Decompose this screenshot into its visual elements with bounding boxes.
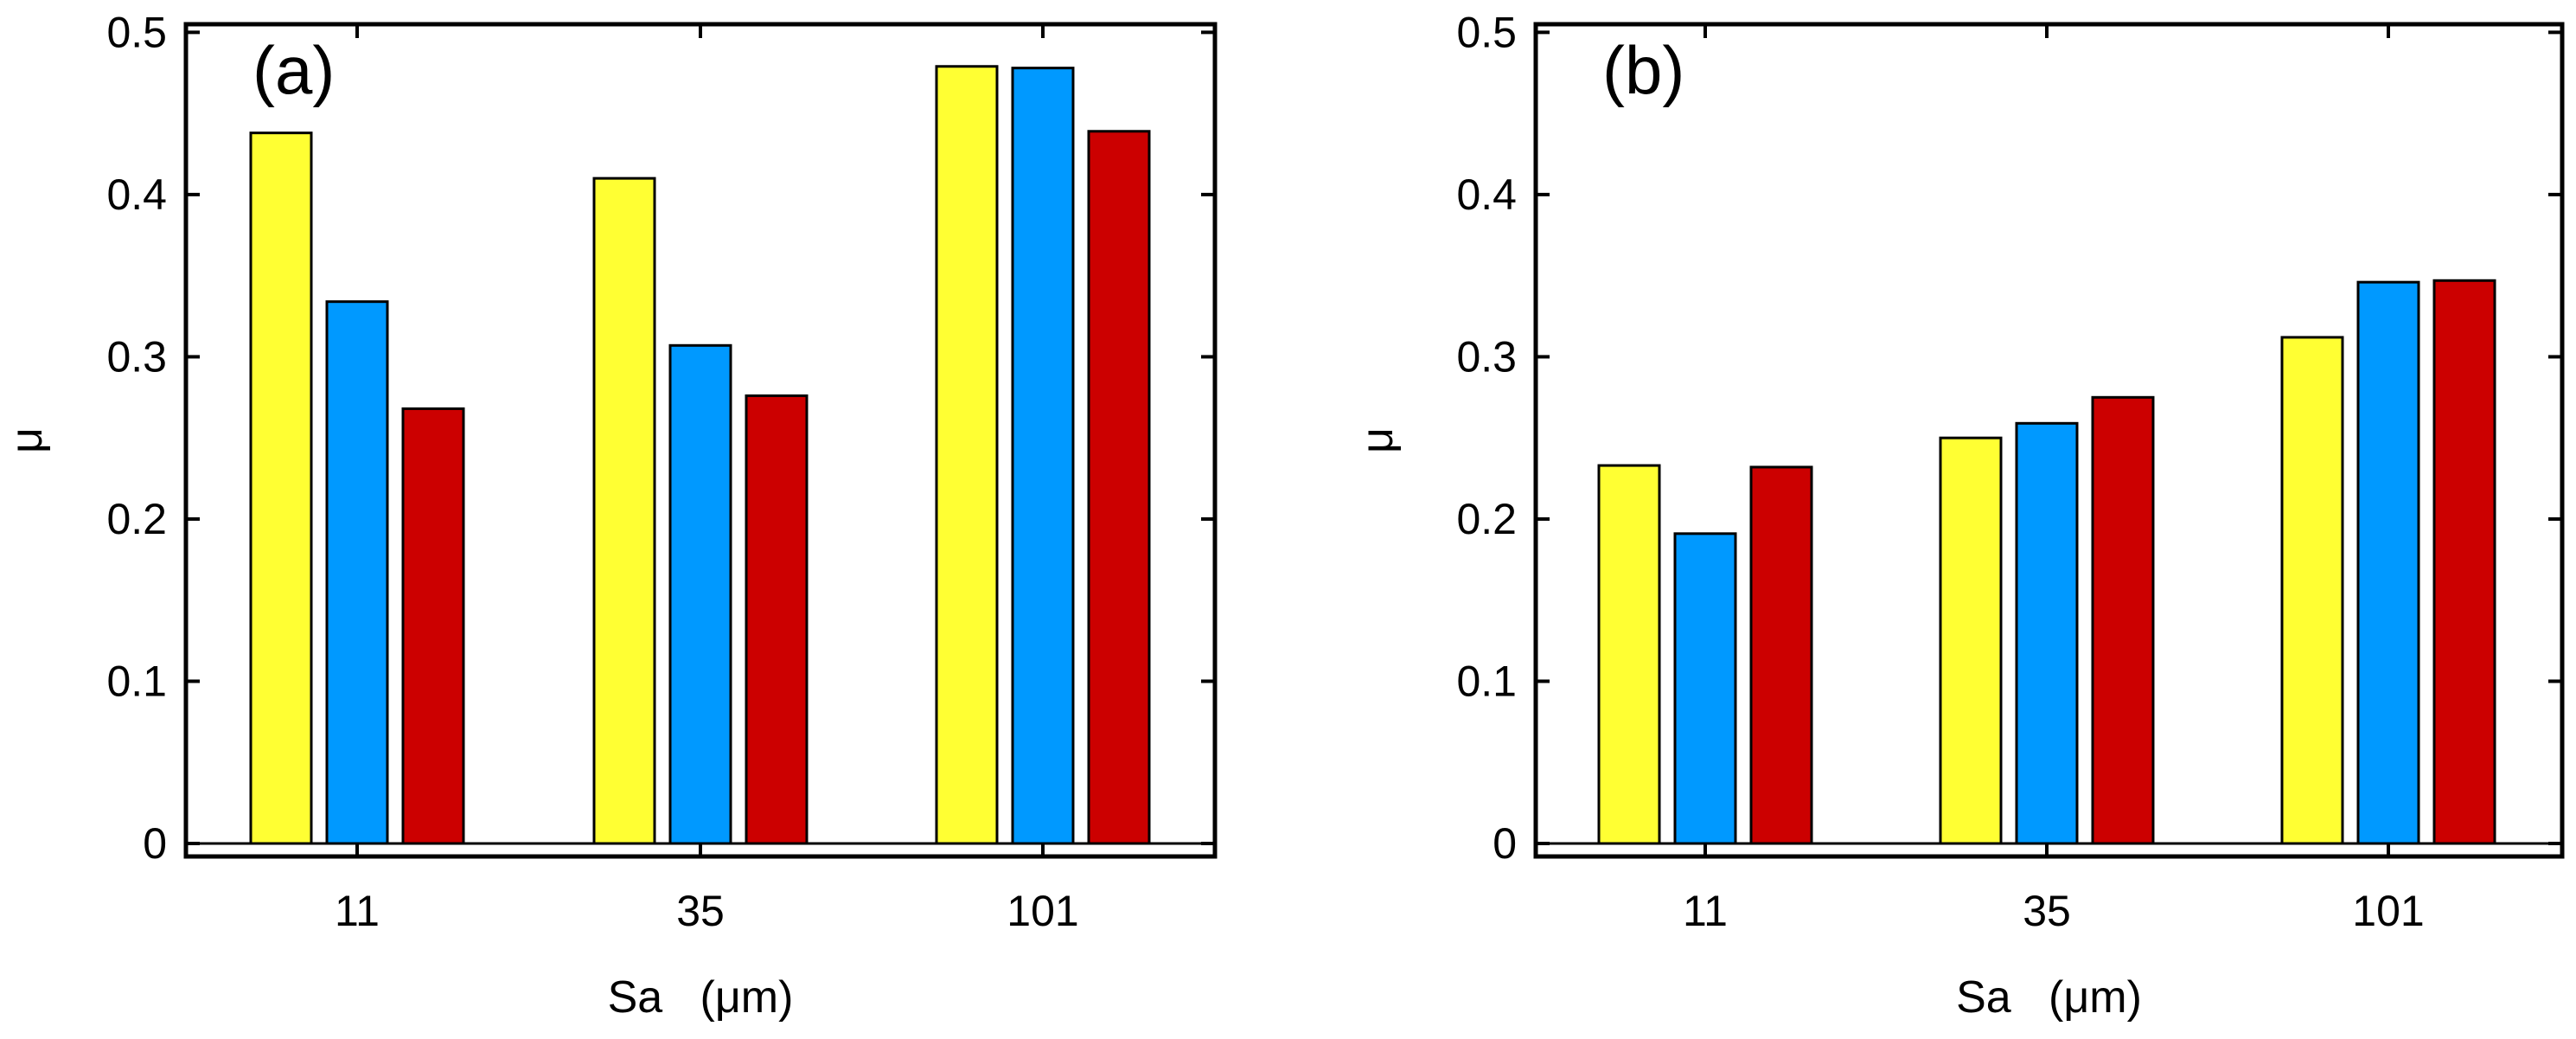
bar-series-red-35 [745, 394, 809, 845]
y-axis-label: μ [1352, 427, 1403, 453]
bar-series-red-11 [401, 407, 465, 845]
bar-series-yellow-11 [1597, 464, 1661, 845]
x-tick-label: 11 [335, 887, 380, 935]
bar-series-blue-35 [2015, 421, 2079, 845]
bar-series-blue-35 [668, 343, 732, 845]
y-tick-label: 0.5 [106, 8, 167, 56]
x-axis-label: Sa (μm) [608, 972, 794, 1023]
bar-series-blue-11 [1673, 532, 1737, 845]
y-tick-label: 0.2 [1456, 495, 1517, 543]
y-tick-label: 0.4 [1456, 170, 1517, 219]
bar-series-red-35 [2091, 395, 2155, 845]
bar-series-blue-101 [1011, 67, 1075, 845]
bar-series-yellow-101 [2280, 336, 2344, 845]
y-tick-label: 0 [1493, 819, 1517, 868]
x-tick-label: 101 [2352, 887, 2424, 935]
x-axis-label: Sa (μm) [1956, 972, 2142, 1023]
y-tick-label: 0.1 [1456, 657, 1517, 705]
y-axis-label: μ [2, 427, 52, 453]
panel-label: (b) [1602, 32, 1684, 108]
y-tick-label: 0.4 [106, 170, 167, 219]
bar-series-red-101 [1087, 130, 1151, 845]
panel-label: (a) [252, 32, 335, 108]
bar-series-blue-11 [325, 300, 389, 845]
bar-series-yellow-101 [935, 65, 999, 845]
y-tick-label: 0 [143, 819, 167, 868]
chart-panel-b: 0 0.1 0.2 0.3 0.4 0.5 11 35 101 Sa (μm) μ (b) [1352, 8, 2565, 1023]
x-tick-label: 35 [676, 887, 725, 935]
bar-series-yellow-35 [592, 176, 656, 845]
y-tick-label: 0.2 [106, 495, 167, 543]
y-tick-label: 0.5 [1456, 8, 1517, 56]
bar-series-yellow-11 [249, 131, 313, 845]
x-tick-label: 35 [2023, 887, 2071, 935]
bar-series-red-11 [1749, 465, 1813, 845]
y-tick-label: 0.3 [1456, 332, 1517, 381]
bar-series-blue-101 [2356, 280, 2420, 845]
y-tick-label: 0.1 [106, 657, 167, 705]
chart-panel-a: 0 0.1 0.2 0.3 0.4 0.5 11 35 101 Sa (μm) μ (a) [2, 8, 1218, 1023]
y-tick-label: 0.3 [106, 332, 167, 381]
bar-series-yellow-35 [1939, 436, 2003, 845]
x-tick-label: 11 [1683, 887, 1728, 935]
bar-series-red-101 [2432, 279, 2496, 845]
x-tick-label: 101 [1007, 887, 1078, 935]
axes-frame [1533, 22, 2565, 859]
